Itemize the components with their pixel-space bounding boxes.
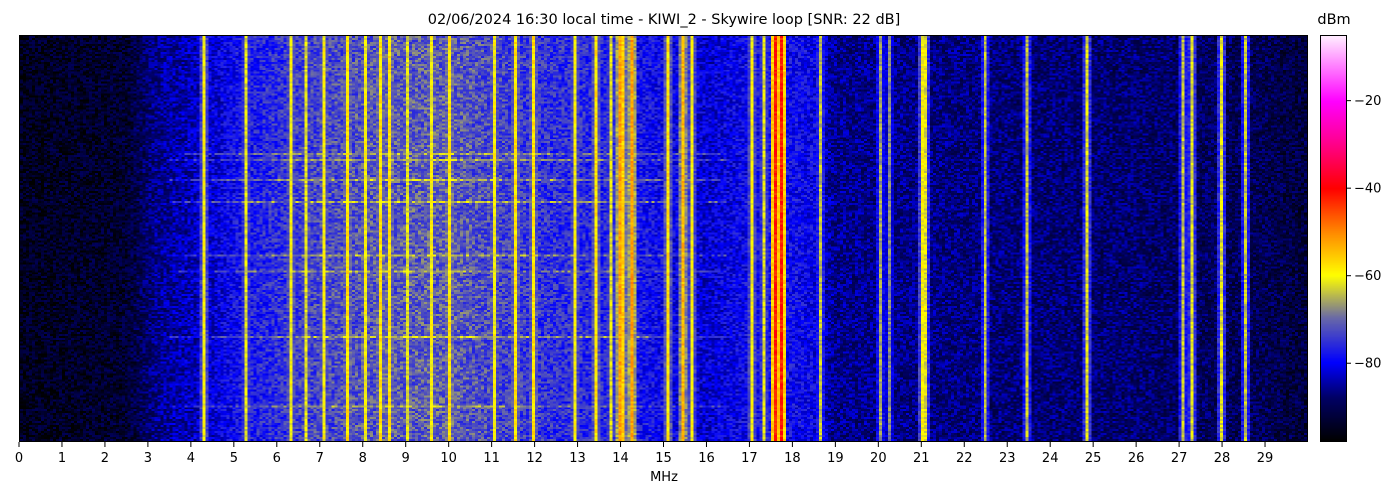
x-tick-label: 4 xyxy=(187,451,195,466)
x-tick-label: 13 xyxy=(569,451,586,466)
x-tick-label: 11 xyxy=(483,451,500,466)
colorbar xyxy=(1320,35,1347,442)
x-tick-label: 9 xyxy=(402,451,410,466)
x-tick-label: 23 xyxy=(999,451,1016,466)
colorbar-axis: −20 −40 −60 −80 xyxy=(1347,94,1381,372)
x-tick-label: 20 xyxy=(870,451,887,466)
colorbar-tick-label: −40 xyxy=(1354,182,1381,197)
x-tick-label: 19 xyxy=(827,451,844,466)
x-tick-label: 28 xyxy=(1214,451,1231,466)
colorbar-tick-label: −60 xyxy=(1354,269,1381,284)
x-tick-label: 18 xyxy=(784,451,801,466)
colorbar-unit-label: dBm xyxy=(1317,12,1351,28)
x-axis-label: MHz xyxy=(650,470,678,485)
x-tick-label: 14 xyxy=(612,451,629,466)
x-tick-label: 24 xyxy=(1042,451,1059,466)
x-tick-label: 10 xyxy=(440,451,457,466)
x-tick-label: 1 xyxy=(58,451,66,466)
x-tick-label: 16 xyxy=(698,451,715,466)
waterfall-spectrogram xyxy=(19,35,1308,442)
x-tick-label: 8 xyxy=(359,451,367,466)
colorbar-tick-label: −80 xyxy=(1354,357,1381,372)
chart-title: 02/06/2024 16:30 local time - KIWI_2 - S… xyxy=(427,12,901,28)
x-tick-label: 5 xyxy=(230,451,238,466)
x-tick-label: 17 xyxy=(741,451,758,466)
x-tick-label: 29 xyxy=(1257,451,1274,466)
x-tick-label: 25 xyxy=(1085,451,1102,466)
x-tick-label: 6 xyxy=(273,451,281,466)
x-tick-label: 2 xyxy=(101,451,109,466)
x-tick-label: 12 xyxy=(526,451,543,466)
x-tick-label: 26 xyxy=(1128,451,1145,466)
x-tick-label: 21 xyxy=(913,451,930,466)
x-tick-label: 3 xyxy=(144,451,152,466)
x-axis: 0 1 2 3 4 5 6 7 8 9 10 11 12 13 14 15 16 17 18 19 20 21 22 23 24… xyxy=(15,442,1274,466)
x-tick-label: 0 xyxy=(15,451,23,466)
x-tick-label: 22 xyxy=(956,451,973,466)
x-tick-label: 7 xyxy=(316,451,324,466)
x-tick-label: 15 xyxy=(655,451,672,466)
colorbar-tick-label: −20 xyxy=(1354,94,1381,109)
x-tick-label: 27 xyxy=(1171,451,1188,466)
